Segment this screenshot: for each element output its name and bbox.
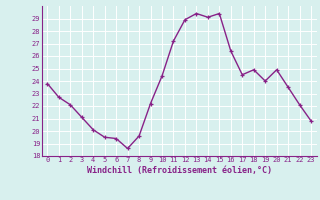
X-axis label: Windchill (Refroidissement éolien,°C): Windchill (Refroidissement éolien,°C): [87, 166, 272, 175]
